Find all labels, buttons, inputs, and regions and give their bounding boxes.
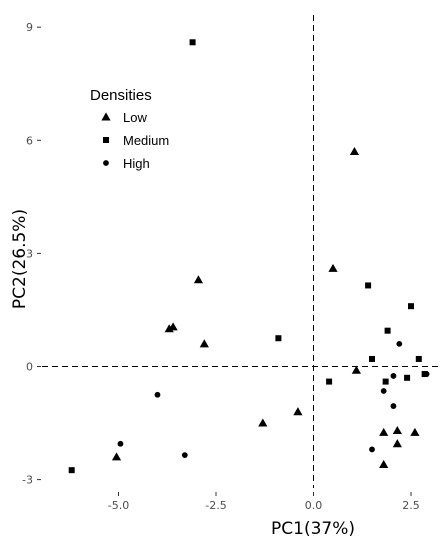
point-medium <box>408 303 414 310</box>
legend-label-low: Low <box>123 110 147 125</box>
point-high <box>181 452 188 458</box>
legend-key-medium <box>103 137 109 143</box>
point-medium <box>189 39 196 46</box>
point-low <box>349 147 360 156</box>
point-high <box>396 340 403 347</box>
point-medium <box>415 355 422 362</box>
y-axis-title: PC2(26.5%) <box>10 209 30 309</box>
y-tick-label: 3 <box>26 247 33 260</box>
point-medium <box>365 282 372 289</box>
point-low <box>199 339 209 348</box>
point-low <box>392 439 402 448</box>
point-medium <box>382 378 389 385</box>
x-tick-label: 2.5 <box>402 499 420 512</box>
point-low <box>328 263 338 272</box>
point-low <box>164 324 174 333</box>
x-tick-label: -5.0 <box>108 499 129 512</box>
point-medium <box>384 327 391 334</box>
point-low <box>258 418 268 427</box>
point-high <box>369 446 375 453</box>
y-tick-label: 6 <box>26 134 33 147</box>
x-axis-title: PC1(37%) <box>271 519 355 539</box>
legend-key-high <box>103 160 109 166</box>
point-low <box>379 459 389 468</box>
legend-label-high: High <box>123 156 150 171</box>
legend-label-medium: Medium <box>123 133 169 148</box>
axes: -3 0 3 6 9 -5.0 -2.5 0.0 2.5 <box>22 21 420 512</box>
point-low <box>392 425 402 435</box>
point-medium <box>404 374 411 381</box>
legend-title: Densities <box>90 87 152 104</box>
x-tick-label: -2.5 <box>205 499 226 512</box>
point-low <box>379 427 389 436</box>
point-medium <box>275 335 282 342</box>
point-low <box>111 452 122 461</box>
point-medium <box>68 467 75 474</box>
point-high <box>390 403 397 409</box>
point-low <box>293 407 303 416</box>
x-tick-label: 0.0 <box>305 499 323 512</box>
point-high <box>423 371 430 377</box>
point-low <box>410 427 420 436</box>
y-tick-label: -3 <box>22 474 33 487</box>
point-high <box>117 440 124 447</box>
point-high <box>380 388 387 394</box>
point-high <box>390 373 397 379</box>
point-low <box>193 275 204 284</box>
y-tick-label: 0 <box>26 361 33 374</box>
legend: Densities Low Medium High <box>90 87 169 171</box>
point-medium <box>326 378 333 385</box>
point-low <box>351 365 361 374</box>
data-points <box>68 39 430 474</box>
point-high <box>154 391 161 398</box>
point-medium <box>369 355 375 362</box>
y-tick-label: 9 <box>26 21 33 34</box>
legend-key-low <box>101 112 111 121</box>
reference-lines <box>42 15 441 488</box>
